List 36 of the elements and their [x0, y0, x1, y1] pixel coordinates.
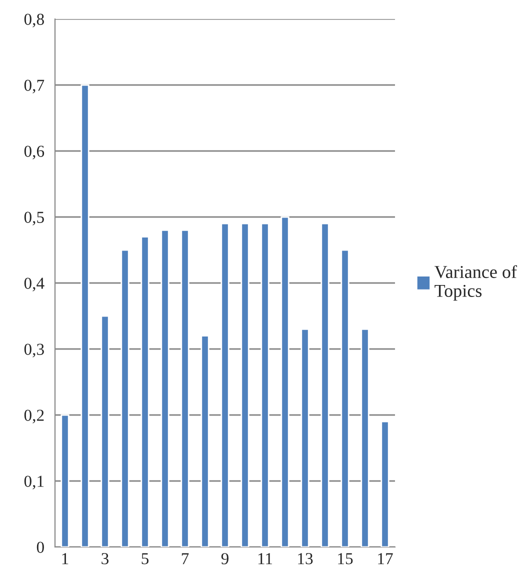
x-tick-label: 13 — [298, 553, 313, 564]
x-tick-label: 5 — [142, 553, 149, 564]
bar — [180, 230, 190, 547]
bar — [80, 84, 90, 547]
x-tick-label: 15 — [338, 553, 353, 564]
y-tick-label: 0,1 — [24, 476, 44, 490]
x-tick-label: 9 — [221, 553, 228, 564]
x-tick-label: 3 — [102, 553, 109, 564]
bar — [200, 335, 210, 547]
y-tick-label: 0,7 — [24, 80, 44, 94]
bar — [280, 216, 290, 547]
bar — [140, 236, 150, 547]
bar — [120, 249, 130, 547]
x-tick-label: 7 — [182, 553, 189, 564]
bar — [240, 222, 250, 547]
y-tick-label: 0,2 — [24, 410, 44, 424]
bar — [340, 249, 350, 547]
x-tick-label: 11 — [258, 553, 272, 564]
legend-label: Variance of Topics — [434, 265, 517, 301]
bar — [60, 414, 70, 547]
bar — [360, 328, 370, 547]
bar — [100, 315, 110, 547]
x-tick-label: 1 — [62, 553, 68, 564]
bar — [260, 222, 270, 547]
bar — [300, 328, 310, 547]
y-tick-label: 0,6 — [24, 146, 44, 160]
bar — [220, 222, 230, 547]
bar — [380, 420, 390, 547]
bar — [160, 230, 170, 547]
y-tick-label: 0 — [36, 542, 44, 553]
y-tick-label: 0,4 — [24, 278, 44, 292]
y-tick-label: 0,3 — [24, 344, 44, 358]
x-tick-label: 17 — [378, 553, 393, 564]
bar — [320, 222, 330, 547]
y-tick-label: 0,5 — [24, 212, 44, 226]
y-tick-label: 0,8 — [24, 14, 44, 28]
